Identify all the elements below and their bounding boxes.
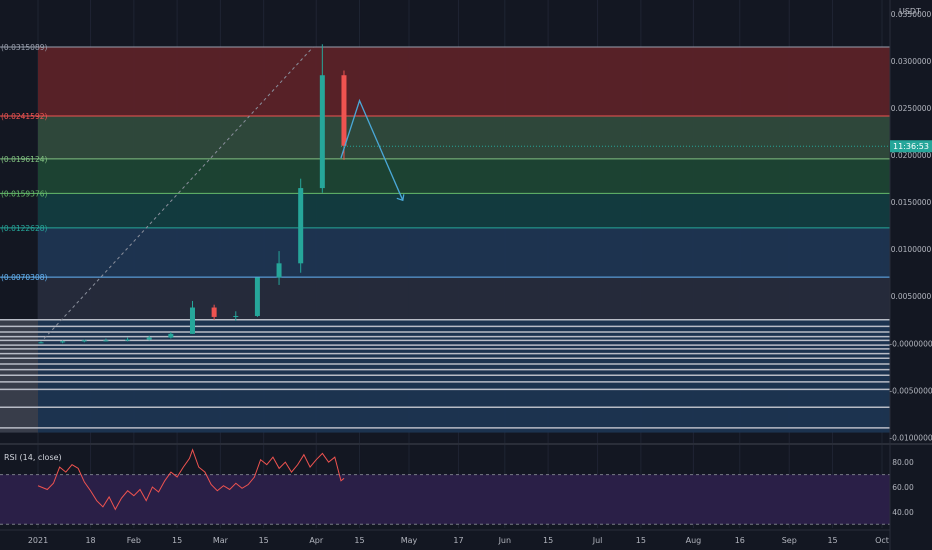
- rsi-band-fill: [0, 474, 890, 525]
- time-tick-label: 18: [85, 536, 95, 545]
- rsi-panel[interactable]: [0, 448, 890, 525]
- time-tick-label: Apr: [309, 536, 324, 545]
- time-tick-label: May: [401, 536, 418, 545]
- fib-level-label: (0.0122628): [1, 224, 47, 233]
- time-tick-label: 15: [543, 536, 553, 545]
- current-price-badge: 11:36:53: [890, 140, 932, 153]
- candle-body: [341, 75, 347, 146]
- projection-arrowhead: [396, 194, 405, 202]
- price-tick-label: 0.0100000: [891, 245, 932, 254]
- candle-body: [168, 333, 174, 338]
- rsi-tick-label: 80.00: [892, 458, 914, 467]
- time-tick-label: Jul: [592, 536, 603, 545]
- price-tick-label: 0.0250000: [891, 104, 932, 113]
- candle-body: [298, 188, 304, 264]
- lower-zone: [38, 319, 890, 433]
- candle-body: [189, 307, 195, 334]
- rsi-tick-label: 60.00: [892, 483, 914, 492]
- currency-label: USDT: [899, 7, 921, 16]
- candle-body: [146, 337, 152, 340]
- fib-zone: [38, 227, 890, 278]
- time-tick-label: Oct: [875, 536, 889, 545]
- time-tick-label: 15: [172, 536, 182, 545]
- time-tick-label: Feb: [127, 536, 141, 545]
- time-tick-label: 2021: [28, 536, 48, 545]
- fib-level-label: (0.0196124): [1, 155, 47, 164]
- rsi-label: RSI (14, close): [4, 453, 62, 462]
- time-tick-label: Aug: [686, 536, 702, 545]
- trend-line: [43, 46, 314, 339]
- candle-body: [125, 339, 131, 341]
- fib-level-label: (0.0315089): [1, 43, 47, 52]
- candle-body: [38, 342, 44, 344]
- price-tick-label: 0.0150000: [891, 198, 932, 207]
- price-tick-label: 0.0300000: [891, 57, 932, 66]
- time-tick-label: Mar: [213, 536, 229, 545]
- time-badge: 11:36:53: [893, 142, 929, 151]
- price-tick-label: 0.0050000: [891, 292, 932, 301]
- price-tick-label: 0.0200000: [891, 151, 932, 160]
- fib-zone: [38, 158, 890, 194]
- fib-zone: [38, 193, 890, 228]
- projection-path: [340, 98, 404, 201]
- candle-body: [319, 75, 325, 189]
- fib-zone: [38, 277, 890, 320]
- price-tick-label: 0.0350000: [891, 10, 932, 19]
- time-tick-label: 17: [453, 536, 463, 545]
- fib-zone: [38, 116, 890, 159]
- time-tick-label: 15: [259, 536, 269, 545]
- time-tick-label: 15: [354, 536, 364, 545]
- candle-body: [103, 340, 109, 342]
- rsi-line: [37, 448, 345, 511]
- price-tick-label: -0.0000000: [889, 339, 932, 348]
- fib-level-label: (0.0159376): [1, 189, 47, 198]
- candle-body: [254, 277, 260, 316]
- price-tick-label: -0.0100000: [889, 433, 932, 442]
- candle-body: [211, 307, 217, 317]
- time-tick-label: 16: [735, 536, 745, 545]
- candle-body: [233, 315, 239, 317]
- fib-level-label: (0.0241592): [1, 112, 47, 121]
- fib-level-label: (0.0070308): [1, 273, 47, 282]
- rsi-tick-label: 40.00: [892, 508, 914, 517]
- price-tick-label: -0.0050000: [889, 386, 932, 395]
- price-panel[interactable]: (0.0315089) (0.0241592) (0.0196124) (0.0159…: [0, 0, 890, 528]
- candle-body: [81, 340, 87, 342]
- time-tick-label: 15: [827, 536, 837, 545]
- time-tick-label: Sep: [782, 536, 797, 545]
- lower-zone-left: [0, 319, 38, 433]
- time-tick-label: Jun: [498, 536, 512, 545]
- fib-zone: [38, 46, 890, 117]
- candle-body: [276, 263, 282, 278]
- time-tick-label: 15: [636, 536, 646, 545]
- candle-body: [60, 341, 66, 343]
